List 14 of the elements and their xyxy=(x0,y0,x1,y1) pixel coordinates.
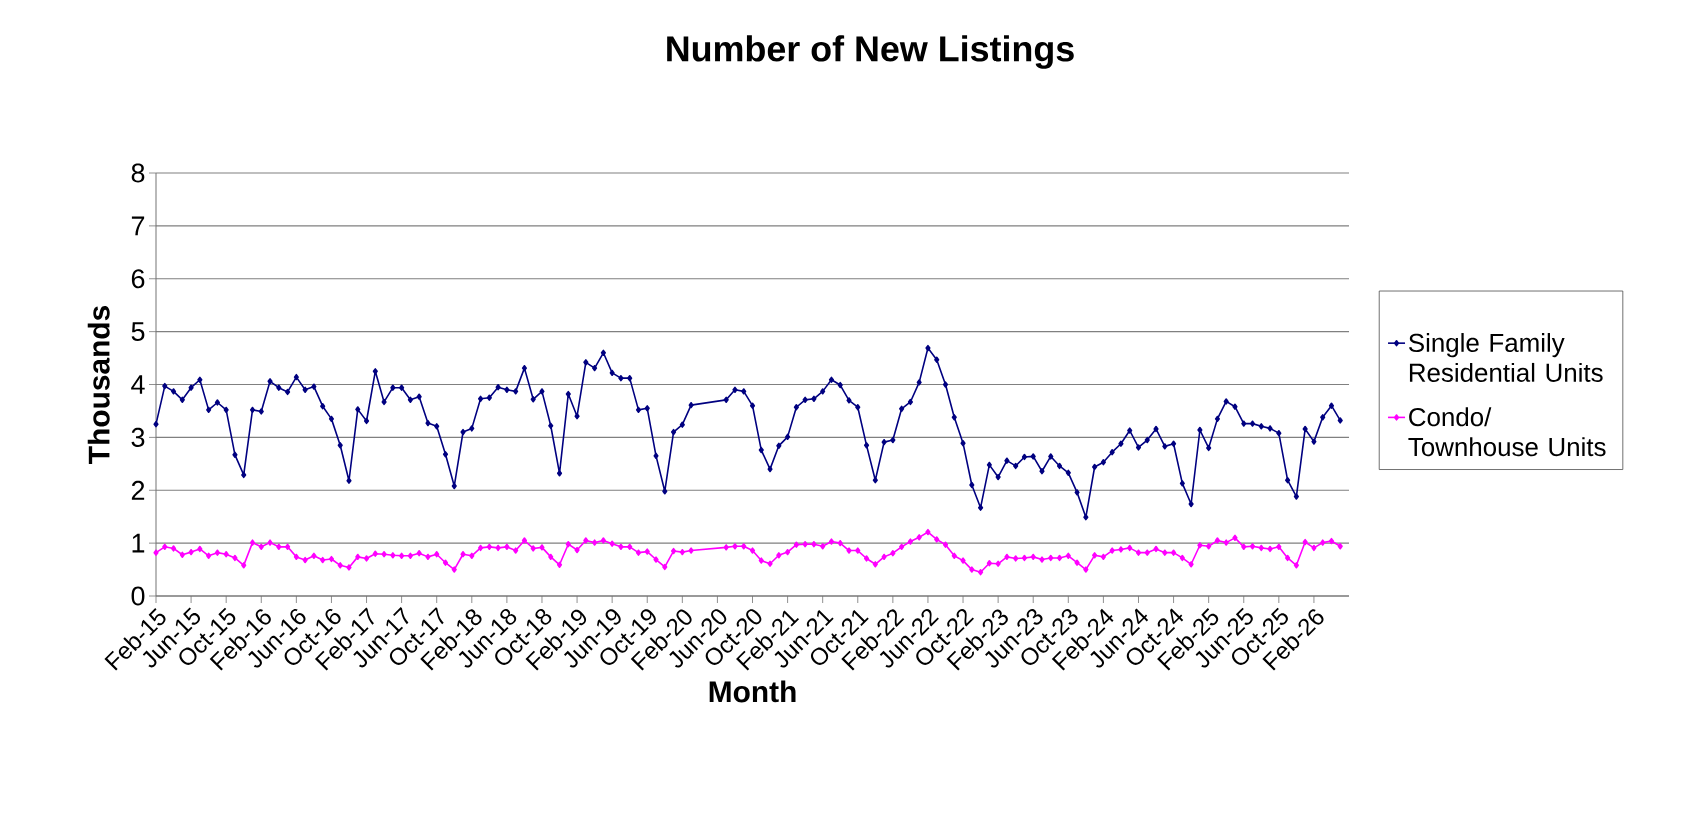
legend-label: Single Family Residential Units xyxy=(1409,333,1603,382)
x-axis-title: Month xyxy=(709,680,796,703)
y-tick-label: 3 xyxy=(131,427,145,447)
y-tick-label: 7 xyxy=(131,216,145,236)
y-tick-label: 8 xyxy=(131,163,145,183)
y-tick-label: 5 xyxy=(131,322,145,342)
y-tick-label: 0 xyxy=(131,586,145,606)
y-tick-label: 6 xyxy=(131,269,145,289)
y-tick-label: 4 xyxy=(131,375,145,394)
y-tick-label: 1 xyxy=(132,533,145,553)
legend-label: Condo/ Townhouse Units xyxy=(1408,407,1606,457)
y-axis-title: Thousands xyxy=(87,306,110,464)
y-tick-label: 2 xyxy=(131,480,145,500)
chart-title: Number of New Listings xyxy=(667,35,1074,69)
